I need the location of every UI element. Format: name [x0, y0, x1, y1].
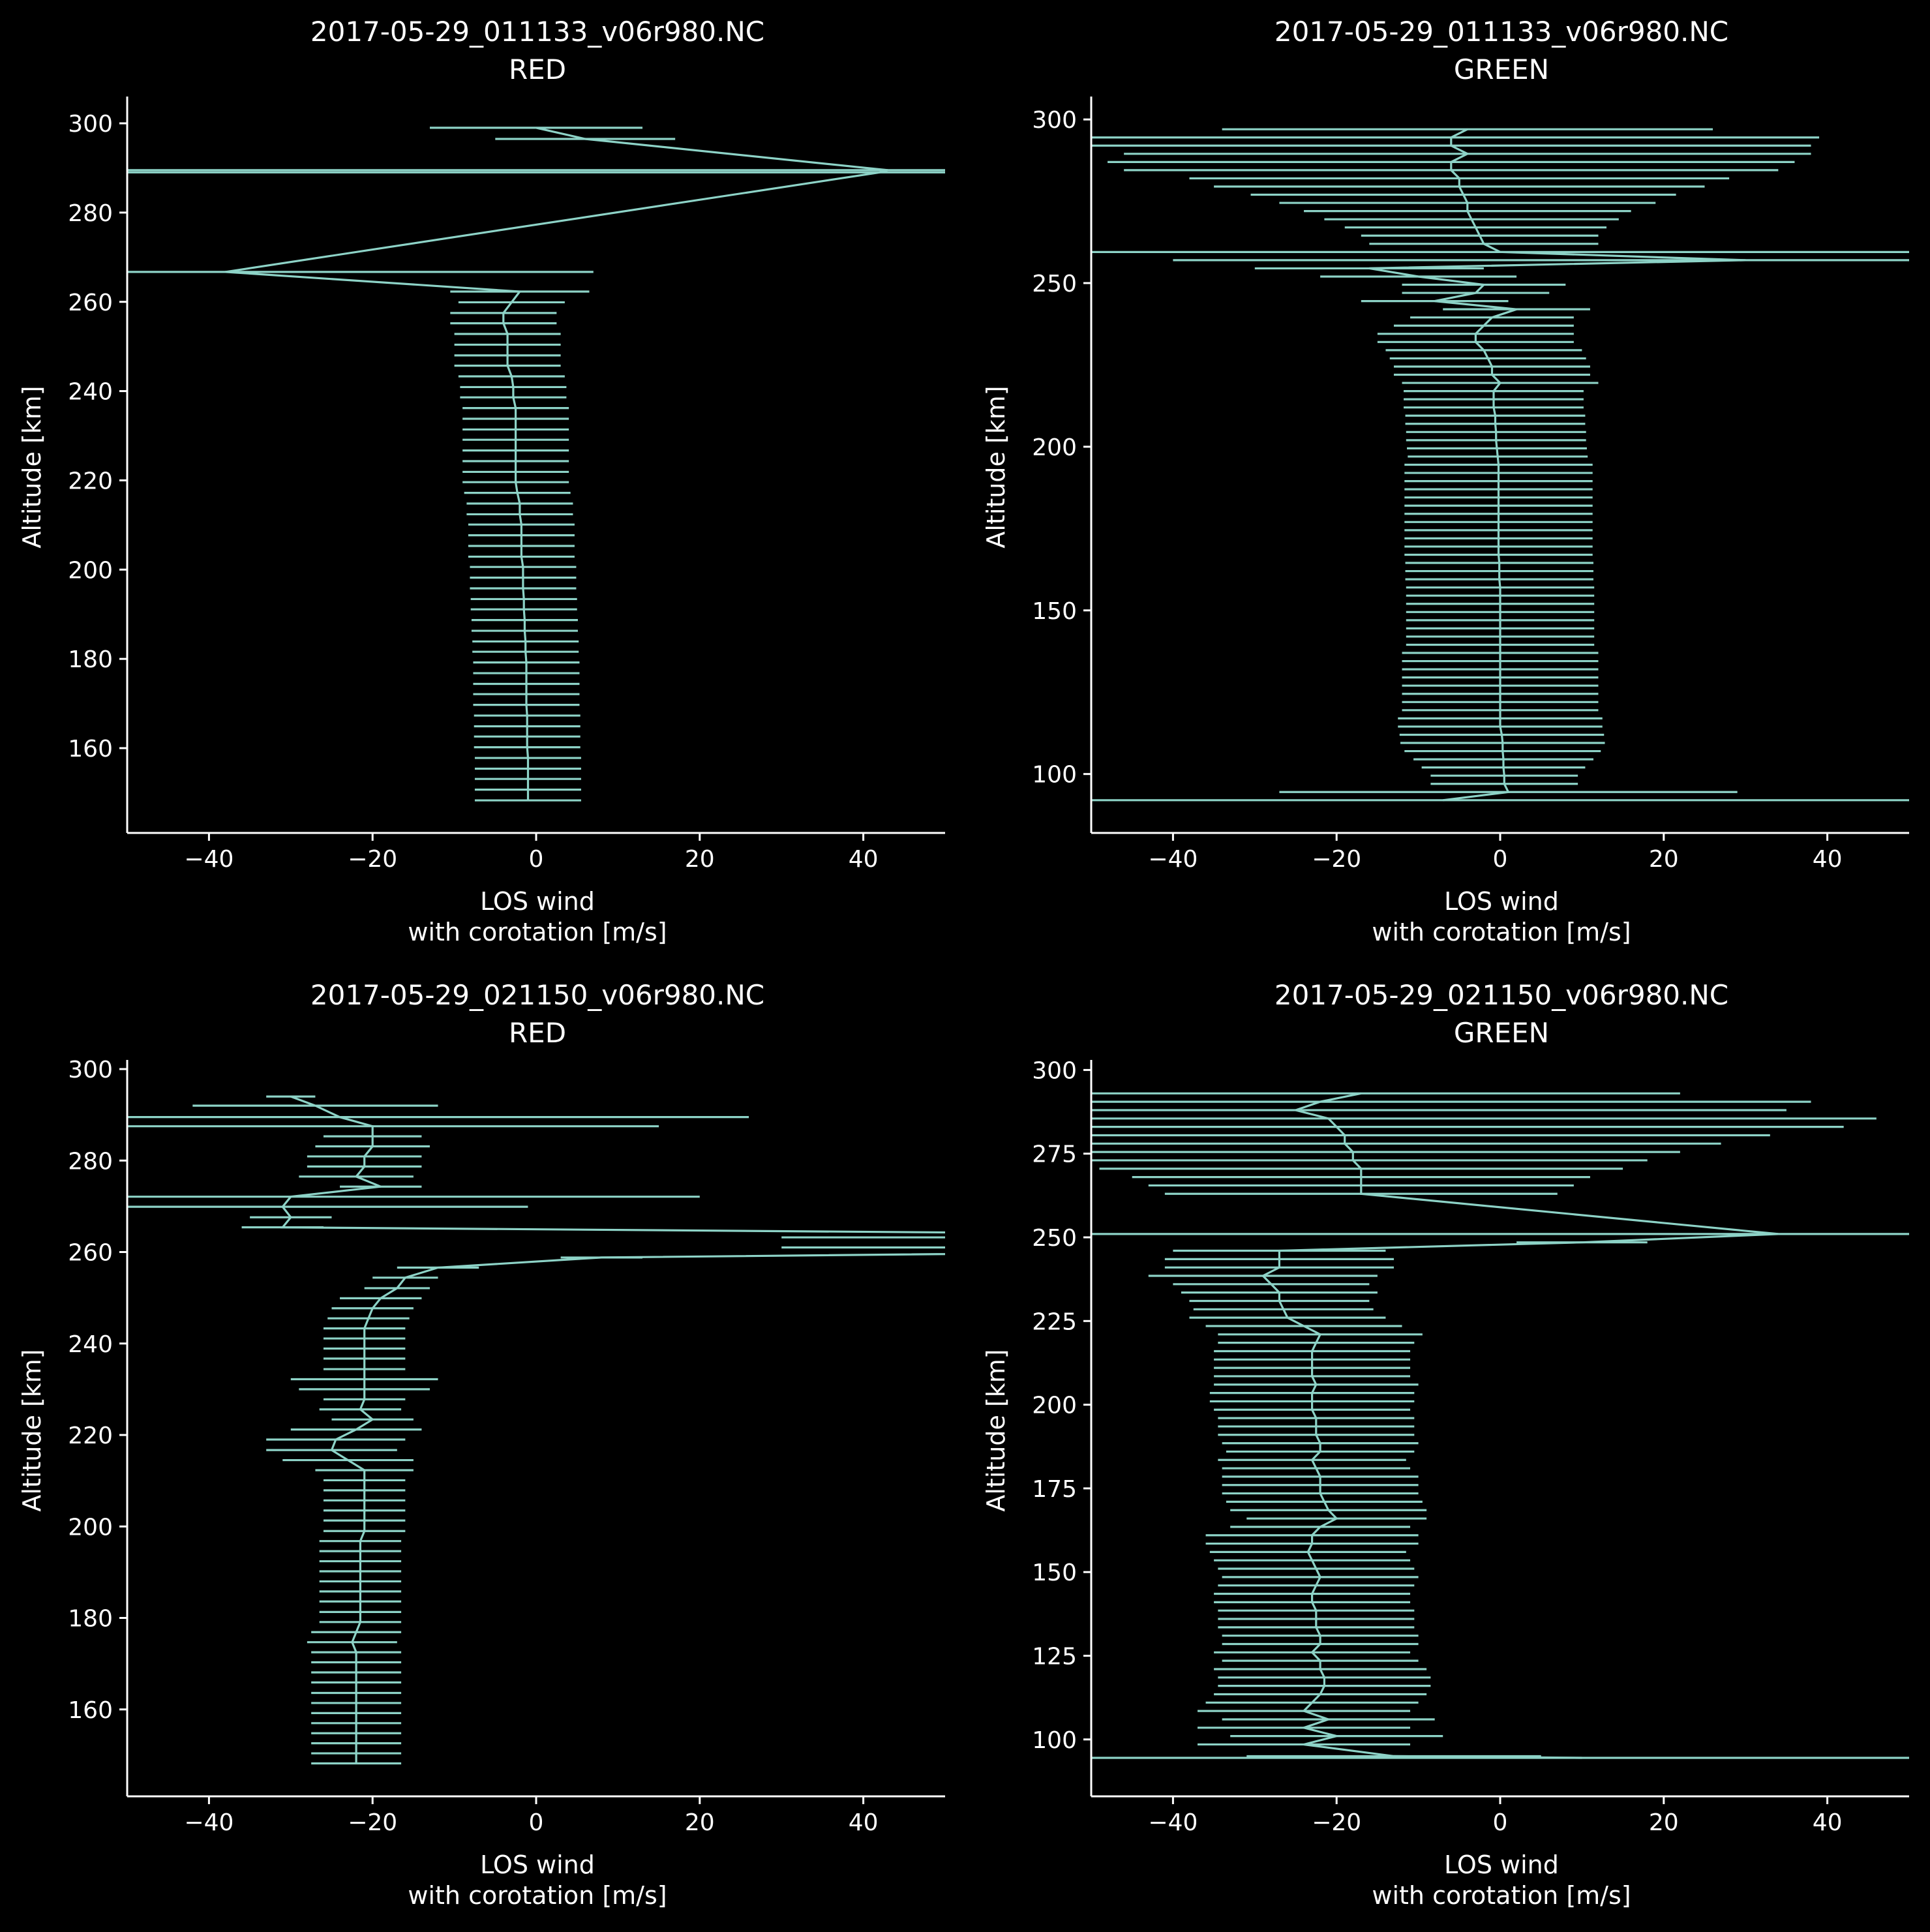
y-tick-label: 260 — [68, 1240, 113, 1267]
plot-area: −40 −20 0 20 40 160 180 200 220 240 260 280 300 — [68, 1057, 945, 1836]
series-group — [1091, 1092, 1909, 1759]
y-tick-label: 280 — [68, 1148, 113, 1175]
panel-title-line1: 2017-05-29_021150_v06r980.NC — [310, 979, 764, 1011]
series-group — [1091, 128, 1909, 802]
panel-title-line1: 2017-05-29_011133_v06r980.NC — [1274, 16, 1728, 48]
y-tick-label: 180 — [68, 646, 113, 673]
y-tick-label: 160 — [68, 1697, 113, 1724]
y-axis-label: Altitude [km] — [982, 385, 1010, 548]
x-axis-label-line1: LOS wind — [480, 887, 595, 916]
x-tick-label: 20 — [1649, 1809, 1679, 1836]
y-tick-label: 150 — [1032, 598, 1077, 625]
y-tick-label: 300 — [68, 111, 113, 138]
y-tick-label: 160 — [68, 736, 113, 762]
plot-area: −40 −20 0 20 40 100 150 200 250 300 — [1032, 97, 1909, 873]
panel-title-line2: RED — [509, 53, 566, 85]
x-tick-label: 20 — [1649, 846, 1679, 873]
x-axis-label-line1: LOS wind — [1444, 1850, 1559, 1879]
x-axis-label-line2: with corotation [m/s] — [1372, 918, 1631, 946]
panel-title-line1: 2017-05-29_011133_v06r980.NC — [310, 16, 764, 48]
y-tick-label: 225 — [1032, 1308, 1077, 1335]
x-tick-label: −40 — [1148, 1809, 1198, 1836]
plot-area: −40 −20 0 20 40 100 125 150 175 200 225 250 275 300 — [1032, 1057, 1909, 1836]
panel-title-line2: GREEN — [1454, 53, 1549, 85]
x-tick-label: 0 — [529, 1809, 544, 1836]
x-tick-label: 0 — [1493, 846, 1508, 873]
x-tick-label: 40 — [1813, 1809, 1843, 1836]
y-tick-label: 200 — [1032, 434, 1077, 461]
x-tick-label: 0 — [529, 846, 544, 873]
y-tick-label: 300 — [68, 1057, 113, 1083]
x-tick-label: −20 — [1312, 846, 1361, 873]
y-tick-label: 150 — [1032, 1560, 1077, 1586]
y-tick-label: 260 — [68, 290, 113, 316]
y-tick-label: 180 — [68, 1606, 113, 1633]
y-tick-label: 275 — [1032, 1141, 1077, 1168]
x-tick-label: −40 — [184, 846, 234, 873]
series-group — [127, 127, 945, 802]
y-tick-label: 220 — [68, 1423, 113, 1449]
y-tick-label: 250 — [1032, 271, 1077, 297]
y-tick-label: 125 — [1032, 1643, 1077, 1670]
panel-green-011133: 2017-05-29_011133_v06r980.NC GREEN LOS w… — [982, 16, 1909, 946]
x-axis-label-line1: LOS wind — [480, 1850, 595, 1879]
x-tick-label: −20 — [1312, 1809, 1361, 1836]
panel-title-line2: RED — [509, 1017, 566, 1049]
y-tick-label: 200 — [68, 1514, 113, 1541]
x-axis-label-line1: LOS wind — [1444, 887, 1559, 916]
panel-green-021150: 2017-05-29_021150_v06r980.NC GREEN LOS w… — [982, 979, 1909, 1910]
x-tick-label: 0 — [1493, 1809, 1508, 1836]
x-axis-label-line2: with corotation [m/s] — [408, 1881, 667, 1910]
wind-profile-line — [1369, 128, 1746, 802]
y-tick-label: 100 — [1032, 762, 1077, 789]
panel-red-021150: 2017-05-29_021150_v06r980.NC RED LOS win… — [18, 979, 945, 1910]
wind-profile-line — [225, 127, 888, 801]
x-tick-label: −20 — [348, 846, 397, 873]
x-tick-label: −20 — [348, 1809, 397, 1836]
panel-title-line1: 2017-05-29_021150_v06r980.NC — [1274, 979, 1728, 1011]
y-tick-label: 250 — [1032, 1225, 1077, 1252]
x-tick-label: 20 — [685, 1809, 715, 1836]
x-tick-label: −40 — [184, 1809, 234, 1836]
y-tick-label: 300 — [1032, 107, 1077, 134]
y-tick-label: 240 — [68, 379, 113, 406]
x-tick-label: 40 — [1813, 846, 1843, 873]
wind-profile-line — [1261, 1092, 1779, 1759]
y-axis-label: Altitude [km] — [18, 385, 46, 548]
x-axis-label-line2: with corotation [m/s] — [408, 918, 667, 946]
y-tick-label: 200 — [1032, 1393, 1077, 1419]
y-tick-label: 100 — [1032, 1727, 1077, 1754]
y-tick-label: 300 — [1032, 1057, 1077, 1084]
y-axis-label: Altitude [km] — [18, 1349, 46, 1511]
y-axis-label: Altitude [km] — [982, 1349, 1010, 1511]
x-tick-label: 20 — [685, 846, 715, 873]
y-tick-label: 240 — [68, 1331, 113, 1358]
x-tick-label: −40 — [1148, 846, 1198, 873]
series-group — [127, 1095, 945, 1765]
y-tick-label: 175 — [1032, 1476, 1077, 1503]
y-tick-label: 200 — [68, 557, 113, 584]
wind-profile-line — [280, 1095, 945, 1764]
y-tick-label: 280 — [68, 200, 113, 227]
y-tick-label: 220 — [68, 468, 113, 494]
plot-area: −40 −20 0 20 40 160 180 200 220 240 260 280 300 — [68, 97, 945, 873]
x-axis-label-line2: with corotation [m/s] — [1372, 1881, 1631, 1910]
panel-title-line2: GREEN — [1454, 1017, 1549, 1049]
x-tick-label: 40 — [849, 1809, 879, 1836]
panel-red-011133: 2017-05-29_011133_v06r980.NC RED LOS win… — [18, 16, 945, 946]
x-tick-label: 40 — [849, 846, 879, 873]
